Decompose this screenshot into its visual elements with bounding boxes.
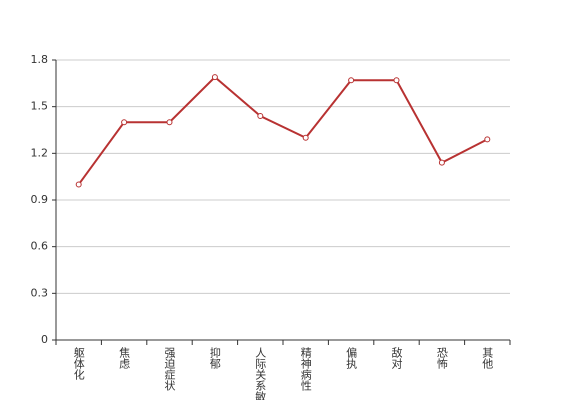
x-tick-label: 恐怖 [435,347,448,369]
point [166,119,173,126]
point [211,74,218,81]
y-tick-label: 1.5 [31,100,49,113]
x-tick-label: 偏执 [345,346,358,370]
x-tick-label: 强迫症状 [163,347,176,391]
y-tick-label: 0.6 [31,240,49,253]
point [484,136,491,143]
line [77,75,488,186]
x-tick-label: 人际关系敏感 [254,347,267,400]
x-tick-label: 其他 [481,347,494,369]
x-tick-label: 精神病性 [299,347,312,392]
x-tick-label: 躯体化 [72,347,85,381]
point [348,77,355,84]
y-tick-label: 1.8 [31,53,49,66]
point [438,159,445,166]
x-tick-label: 焦虑 [118,347,131,369]
y-tick-label: 0.9 [31,193,49,206]
y-tick-label: 1.2 [31,146,49,159]
point [257,113,264,119]
y-tick-label: 0 [41,333,48,346]
point [121,119,128,126]
point [75,181,82,188]
point [302,134,309,141]
y-tick-label: 0.3 [31,286,49,299]
x-tick-label: 敌对 [390,346,403,369]
point [393,77,400,84]
x-tick-label: 抑郁 [208,346,221,369]
